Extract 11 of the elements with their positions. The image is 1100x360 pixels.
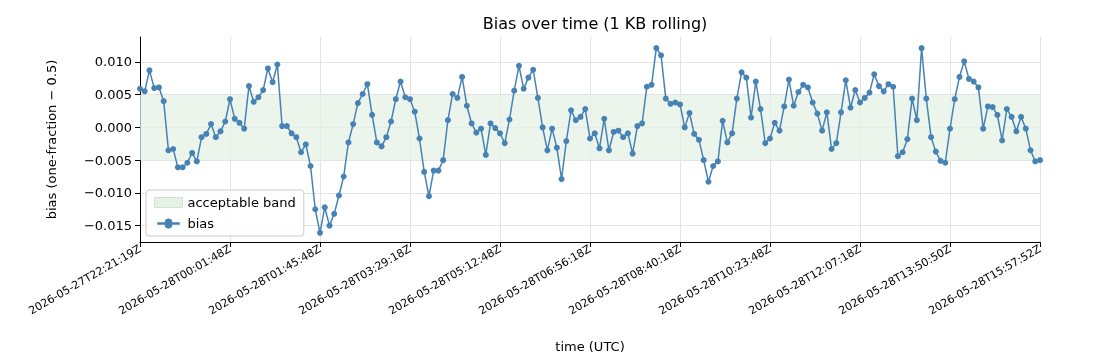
y-tick-label: 0.000 — [94, 119, 132, 135]
y-tick-label: −0.010 — [83, 185, 132, 201]
y-axis-title: bias (one-fraction − 0.5) — [44, 59, 59, 220]
y-tick-label: 0.010 — [94, 54, 132, 70]
legend-label: acceptable band — [187, 195, 296, 210]
legend-label: bias — [187, 216, 215, 231]
chart-title: Bias over time (1 KB rolling) — [482, 13, 708, 33]
y-tick-label: −0.005 — [83, 152, 132, 168]
x-axis-title: time (UTC) — [555, 339, 625, 354]
y-tick-label: −0.015 — [83, 218, 132, 234]
y-tick-label: 0.005 — [94, 87, 132, 103]
